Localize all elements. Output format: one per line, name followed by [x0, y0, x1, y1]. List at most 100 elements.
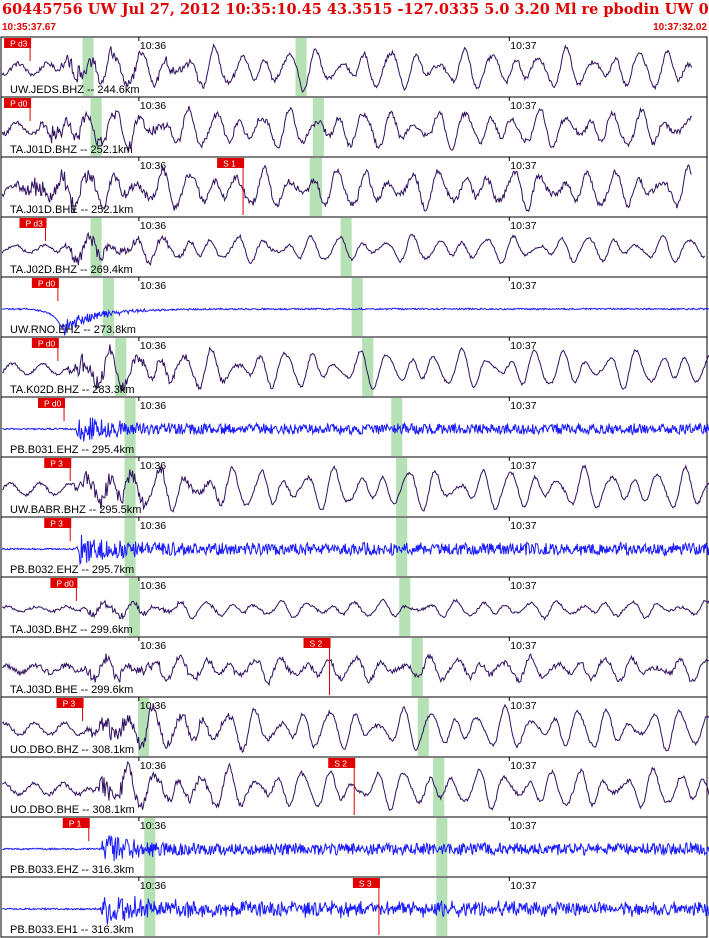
waveform-trace[interactable] — [2, 598, 709, 621]
pick-flag[interactable] — [328, 758, 356, 768]
pick-flag[interactable] — [31, 278, 59, 288]
waveform-trace[interactable] — [1, 164, 692, 214]
panel-frame — [0, 636, 708, 698]
time-tick-label: 10:37 — [510, 280, 536, 292]
amplitude-window — [391, 398, 403, 456]
time-tick-label: 10:36 — [140, 400, 166, 412]
waveform-trace[interactable] — [2, 344, 709, 392]
time-tick-label: 10:37 — [510, 400, 536, 412]
pick-label: P d3 — [26, 219, 44, 229]
amplitude-window — [295, 38, 307, 96]
waveform-trace[interactable] — [1, 464, 709, 513]
pick-flag[interactable] — [4, 98, 32, 108]
time-tick-label: 10:37 — [510, 520, 536, 532]
station-label: UW.JEDS.BHZ -- 244.6km — [10, 84, 140, 96]
trace-panel[interactable]: 10:36 10:37 S 1 TA.J01D.BHE -- 252.1km — [0, 156, 708, 218]
station-label: PB.B033.EH1 -- 316.3km — [10, 924, 134, 936]
panel-frame — [0, 696, 708, 758]
pick-flag[interactable] — [31, 338, 59, 348]
waveform-trace[interactable] — [1, 43, 693, 93]
waveform-trace[interactable] — [1, 895, 709, 925]
time-tick-label: 10:36 — [140, 460, 166, 472]
amplitude-window — [102, 278, 114, 336]
station-label: UO.DBO.BHZ -- 308.1km — [10, 744, 134, 756]
time-tick-label: 10:36 — [140, 760, 166, 772]
station-label: TA.J03D.BHE -- 299.6km — [10, 684, 133, 696]
pick-flag[interactable] — [56, 698, 84, 708]
waveform-trace[interactable] — [1, 105, 693, 153]
pick-label: S 3 — [359, 879, 372, 889]
waveform-trace[interactable] — [2, 834, 709, 862]
amplitude-window — [411, 638, 423, 696]
amplitude-window — [82, 38, 94, 96]
amplitude-window — [138, 698, 150, 756]
waveform-trace[interactable] — [1, 703, 709, 754]
start-time-label: 10:35:37.67 — [2, 22, 56, 33]
amplitude-window — [309, 158, 323, 216]
amplitude-window — [433, 758, 445, 816]
trace-panel[interactable]: 10:36 10:37 P 3 UW.BABR.BHZ -- 295.5km — [0, 456, 709, 518]
trace-panel[interactable]: 10:36 10:37 P d0 TA.K02D.BHZ -- 283.3km — [0, 336, 709, 398]
time-tick-label: 10:37 — [510, 460, 536, 472]
amplitude-window — [124, 398, 136, 456]
station-label: TA.J02D.BHZ -- 269.4km — [10, 264, 133, 276]
trace-panel[interactable]: 10:36 10:37 P d0 UW.RNO.EHZ -- 273.8km — [0, 276, 709, 338]
pick-flag[interactable] — [217, 158, 245, 168]
event-header: 60445756 UW Jul 27, 2012 10:35:10.45 43.… — [0, 0, 709, 36]
trace-panel[interactable]: 10:36 10:37 P d3 UW.JEDS.BHZ -- 244.6km — [0, 36, 708, 98]
station-label: UW.BABR.BHZ -- 295.5km — [10, 504, 141, 516]
pick-label: P d3 — [10, 39, 28, 49]
waveform-trace[interactable] — [1, 653, 709, 687]
panel-frame — [0, 456, 708, 518]
pick-flag[interactable] — [4, 38, 32, 48]
panel-frame — [0, 156, 708, 218]
trace-panel[interactable]: 10:36 10:37 P 1 PB.B033.EHZ -- 316.3km — [0, 816, 709, 878]
amplitude-window — [396, 518, 408, 576]
waveform-trace[interactable] — [1, 307, 709, 336]
time-tick-label: 10:36 — [140, 820, 166, 832]
time-tick-label: 10:36 — [140, 220, 166, 232]
time-tick-label: 10:37 — [510, 580, 536, 592]
trace-panel[interactable]: 10:36 10:37 S 3 PB.B033.EH1 -- 316.3km — [0, 876, 709, 938]
station-label: TA.J03D.BHZ -- 299.6km — [10, 624, 133, 636]
pick-label: P d0 — [38, 339, 56, 349]
amplitude-window — [417, 698, 429, 756]
pick-flag[interactable] — [62, 818, 90, 828]
time-tick-label: 10:37 — [510, 700, 536, 712]
trace-panel[interactable]: 10:36 10:37 P 3 PB.B032.EHZ -- 295.7km — [0, 516, 709, 578]
trace-panel[interactable]: 10:36 10:37P 3UO.DBO.BHZ -- 308.1km — [0, 696, 709, 758]
pick-flag[interactable] — [50, 578, 78, 588]
pick-label: P 3 — [50, 459, 63, 469]
waveform-trace[interactable] — [2, 417, 709, 442]
panel-frame — [0, 36, 708, 98]
pick-flag[interactable] — [303, 638, 331, 648]
trace-panel[interactable]: 10:36 10:37 P d3 TA.J02D.BHZ -- 269.4km — [0, 216, 708, 278]
trace-panel[interactable]: 10:36 10:37 P d0 PB.B031.EHZ -- 295.4km — [0, 396, 709, 458]
trace-panel[interactable]: 10:36 10:37 P d0 TA.J01D.BHZ -- 252.1km — [0, 96, 708, 158]
pick-label: S 2 — [334, 759, 347, 769]
trace-panel[interactable]: 10:36 10:37 P d0 TA.J03D.BHZ -- 299.6km — [0, 576, 709, 638]
pick-label: P d0 — [44, 399, 62, 409]
time-tick-label: 10:36 — [140, 280, 166, 292]
event-title: 60445756 UW Jul 27, 2012 10:35:10.45 43.… — [2, 1, 709, 18]
time-tick-label: 10:36 — [140, 100, 166, 112]
pick-label: P d0 — [10, 99, 28, 109]
waveform-trace[interactable] — [1, 760, 709, 812]
pick-flag[interactable] — [44, 518, 72, 528]
pick-flag[interactable] — [38, 398, 66, 408]
pick-label: P 3 — [50, 519, 63, 529]
trace-panel[interactable]: 10:36 10:37 S 2 TA.J03D.BHE -- 299.6km — [0, 636, 709, 698]
time-tick-label: 10:36 — [140, 880, 166, 892]
trace-panel[interactable]: 10:36 10:37 S 2 UO.DBO.BHE -- 308.1km — [0, 756, 709, 818]
station-label: PB.B032.EHZ -- 295.7km — [10, 564, 134, 576]
pick-flag[interactable] — [352, 878, 380, 888]
amplitude-window — [312, 98, 324, 156]
time-tick-label: 10:37 — [510, 340, 536, 352]
pick-flag[interactable] — [44, 458, 72, 468]
waveform-trace[interactable] — [1, 231, 706, 266]
station-label: UW.RNO.EHZ -- 273.8km — [10, 324, 136, 336]
pick-flag[interactable] — [19, 218, 47, 228]
waveform-trace[interactable] — [1, 534, 709, 566]
